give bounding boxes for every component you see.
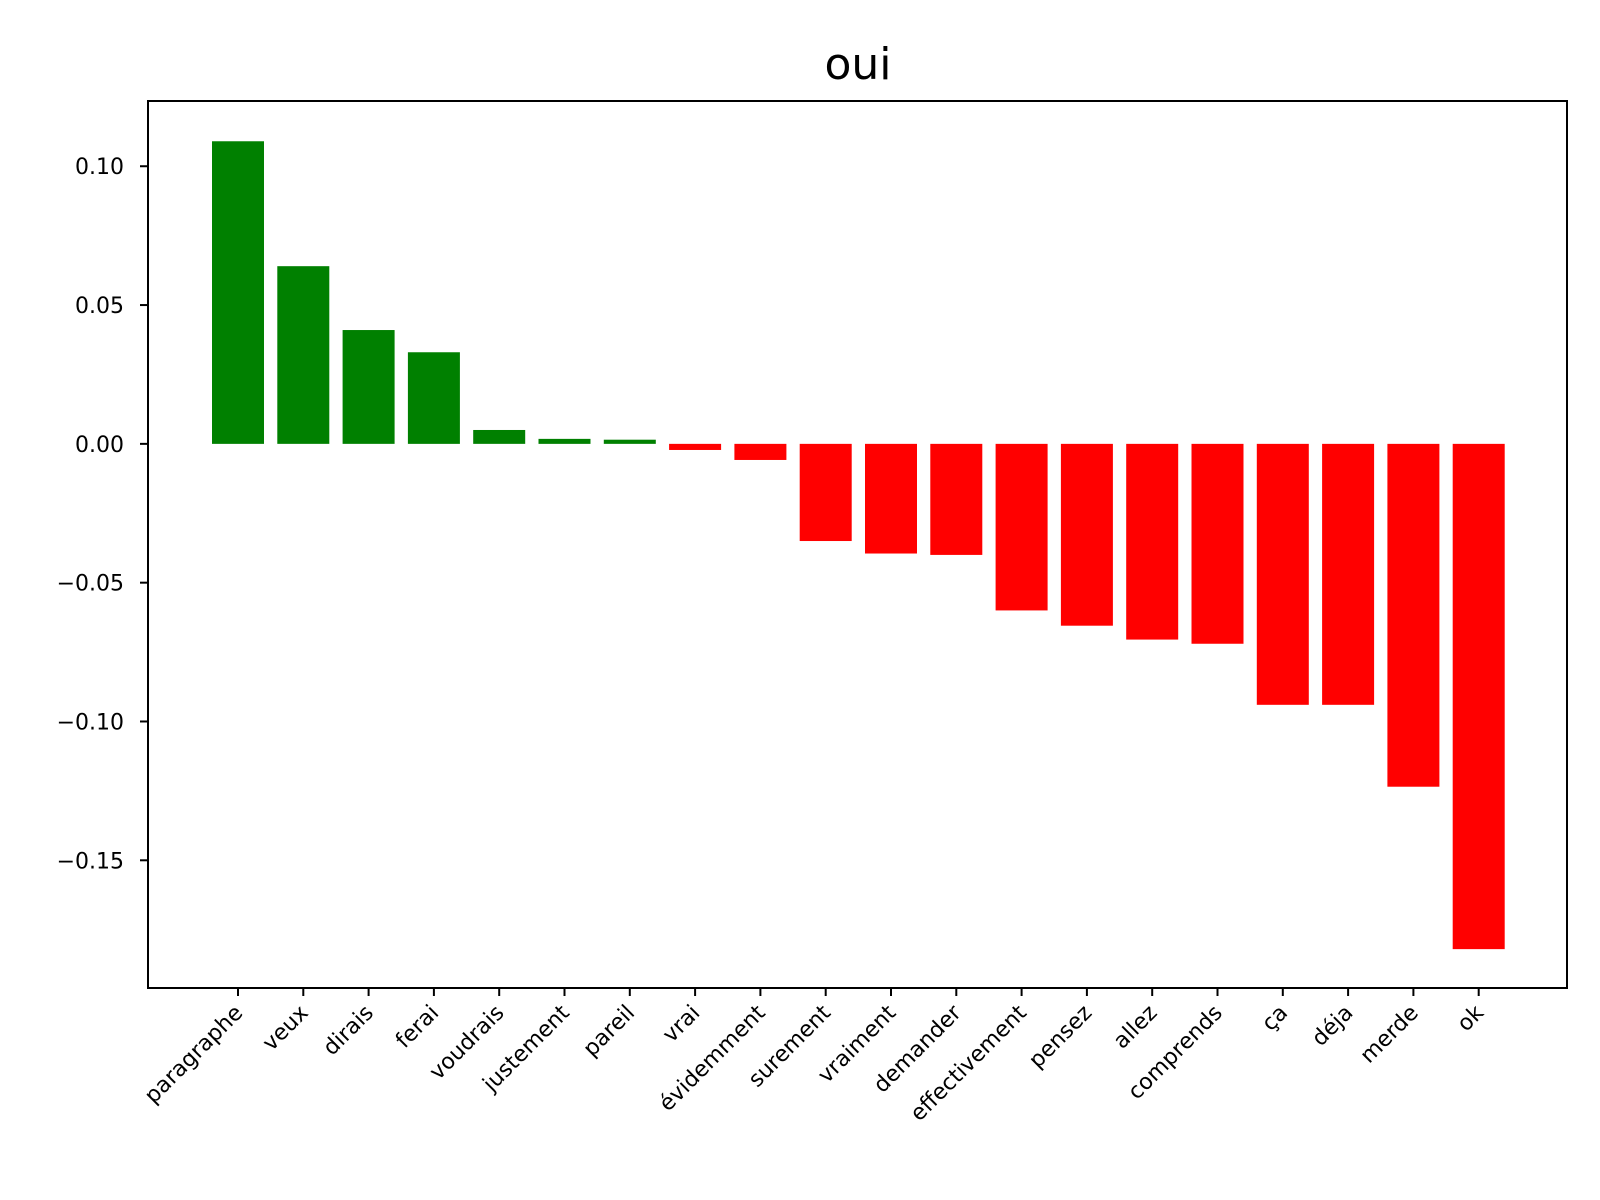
y-axis: 0.10 0.05 0.00 −0.05 −0.10 −0.15 [57, 155, 148, 874]
y-tick-label: −0.10 [57, 710, 124, 735]
x-tick-label: ferai [391, 1001, 444, 1054]
x-tick-label: allez [1109, 1001, 1163, 1055]
y-tick-label: 0.05 [75, 294, 124, 319]
y-tick-label: −0.15 [57, 849, 124, 874]
y-tick-label: −0.05 [57, 572, 124, 597]
x-tick-label: ok [1453, 1000, 1489, 1036]
x-axis: paragraphe veux dirais feraivoudraisjusteme… [140, 988, 1489, 1127]
chart-title: oui [824, 39, 891, 90]
x-tick-label: ça [1257, 1001, 1293, 1037]
x-tick-label: déja [1307, 1001, 1358, 1052]
x-tick-label: vrai [658, 1001, 705, 1048]
bar-5 [538, 438, 591, 444]
x-tick-label: veux [258, 1001, 314, 1057]
bar-14 [1126, 443, 1179, 640]
bar-12 [995, 443, 1048, 611]
x-tick-label: paragraphe [140, 1001, 248, 1109]
bar-1 [277, 266, 330, 444]
bar-7 [669, 443, 722, 450]
bar-6 [603, 439, 656, 444]
plot-frame [147, 100, 1568, 989]
bar-3 [407, 352, 460, 444]
bar-4 [473, 429, 526, 444]
bar-18 [1387, 443, 1440, 787]
y-tick-label: 0.10 [75, 155, 124, 180]
x-tick-label: effectivement [906, 1000, 1032, 1126]
x-tick-label: pensez [1024, 1001, 1097, 1074]
bar-8 [734, 443, 787, 460]
x-tick-label: dirais [319, 1001, 379, 1061]
bar-17 [1322, 443, 1375, 705]
bar-0 [212, 141, 264, 444]
y-tick-label: 0.00 [75, 433, 124, 458]
bar-10 [865, 443, 917, 554]
x-tick-label: merde [1356, 1001, 1424, 1069]
bar-15 [1191, 443, 1244, 644]
bar-2 [342, 330, 395, 444]
bar-13 [1060, 443, 1113, 626]
bar-16 [1256, 443, 1309, 705]
bar-11 [930, 443, 983, 555]
bar-9 [799, 443, 852, 542]
bars-group [212, 141, 1505, 950]
x-tick-label: pareil [579, 1001, 640, 1062]
bar-19 [1452, 443, 1505, 950]
